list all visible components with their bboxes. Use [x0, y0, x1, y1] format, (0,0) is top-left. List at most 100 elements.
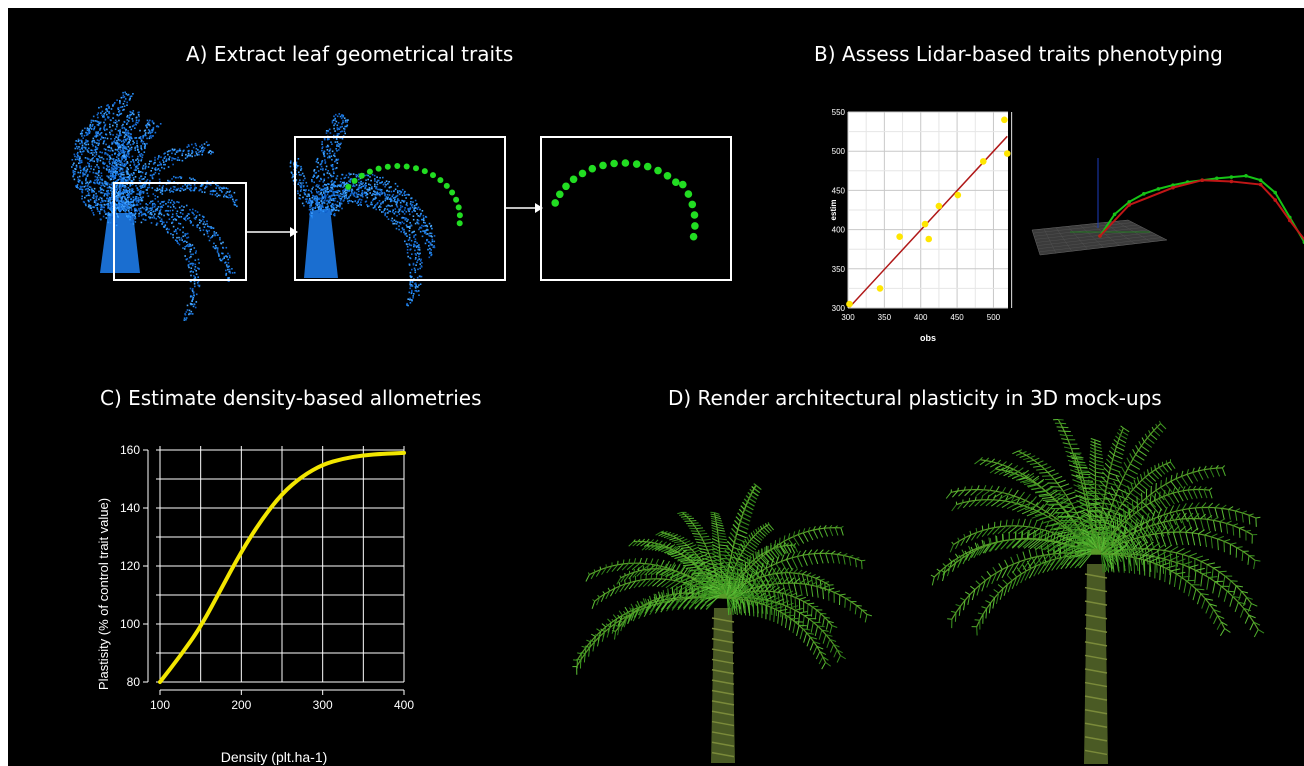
cloud-point: [106, 194, 109, 197]
cloud-point: [191, 151, 194, 153]
leaflet: [814, 625, 819, 637]
cloud-point: [117, 198, 119, 201]
cloud-point: [315, 201, 318, 204]
cloud-point: [337, 184, 339, 187]
cloud-point: [118, 173, 121, 175]
cloud-point: [174, 207, 177, 210]
cloud-point: [415, 264, 417, 266]
cloud-point: [327, 170, 329, 172]
cloud-point: [108, 161, 111, 163]
cloud-point: [190, 248, 192, 251]
cloud-point: [73, 162, 75, 165]
leaflet: [818, 525, 822, 530]
leaf-point: [690, 211, 699, 219]
cloud-point: [208, 239, 211, 242]
cloud-point: [104, 152, 106, 154]
cloud-point: [116, 123, 118, 126]
cloud-point: [395, 227, 398, 230]
cloud-point: [233, 203, 236, 206]
cloud-point: [184, 314, 187, 316]
cloud-point: [347, 176, 350, 179]
panel-b-title: B) Assess Lidar-based traits phenotyping: [814, 42, 1223, 66]
cloud-point: [130, 136, 132, 138]
cloud-point: [430, 232, 433, 235]
cloud-point: [83, 150, 85, 152]
cloud-point: [206, 220, 208, 223]
cloud-point: [309, 204, 311, 207]
cloud-point: [131, 189, 134, 192]
leaflet: [737, 512, 742, 518]
cloud-point: [93, 139, 95, 142]
leaflet: [596, 597, 601, 606]
cloud-point: [420, 258, 422, 261]
cloud-point: [345, 125, 348, 128]
cloud-point: [409, 203, 412, 205]
leaflet: [740, 593, 751, 600]
leaflet: [787, 614, 796, 617]
cloud-point: [202, 150, 204, 153]
cloud-point: [323, 152, 325, 155]
cloud-point: [332, 185, 334, 187]
cloud-point: [75, 185, 77, 187]
cloud-point: [295, 163, 298, 165]
cloud-point: [140, 138, 142, 140]
cloud-point: [208, 183, 210, 186]
cloud-point: [96, 161, 99, 163]
leaflet: [683, 578, 696, 584]
cloud-point: [335, 194, 338, 196]
cloud-point: [411, 231, 413, 234]
cloud-point: [320, 192, 322, 195]
leaflet: [643, 541, 652, 547]
cloud-point: [93, 160, 95, 163]
cloud-point: [150, 160, 153, 163]
cloud-point: [408, 210, 410, 213]
cloud-point: [322, 169, 324, 171]
scatter-point: [979, 158, 987, 165]
cloud-point: [218, 255, 220, 257]
cloud-point: [153, 217, 156, 219]
cloud-point: [189, 270, 192, 273]
cloud-point: [120, 179, 123, 181]
cloud-point: [343, 195, 346, 198]
cloud-point: [190, 313, 192, 315]
cloud-point: [316, 204, 319, 207]
cloud-point: [313, 198, 315, 201]
leaflet: [806, 636, 811, 647]
leaflet: [753, 483, 757, 486]
cloud-point: [124, 189, 126, 192]
cloud-point: [166, 221, 168, 224]
cloud-point: [121, 197, 123, 199]
cloud-point: [327, 188, 329, 190]
cloud-point: [111, 216, 114, 218]
leaflet: [665, 580, 677, 589]
cloud-point: [109, 131, 111, 134]
cloud-point: [107, 199, 110, 201]
leaflet: [715, 521, 723, 525]
cloud-point: [172, 185, 175, 188]
cloud-point: [156, 187, 159, 190]
cloud-point: [166, 227, 168, 230]
leaflet: [611, 618, 616, 624]
leaflet: [711, 522, 717, 525]
cloud-point: [138, 115, 140, 118]
plane-grid-line: [1036, 232, 1153, 246]
leaflet: [773, 586, 781, 593]
cloud-point: [123, 152, 125, 155]
cloud-point: [148, 137, 151, 140]
cloud-point: [218, 254, 220, 256]
palm-3d-mockup-low-density: [572, 483, 873, 763]
cloud-point: [108, 192, 110, 195]
cloud-point: [158, 216, 161, 219]
cloud-point: [115, 223, 118, 225]
cloud-point: [311, 197, 314, 199]
cloud-point: [423, 230, 426, 232]
cloud-point: [412, 297, 414, 299]
cloud-point: [413, 267, 416, 270]
cloud-point: [122, 201, 125, 203]
cloud-point: [99, 176, 101, 179]
cloud-point: [101, 206, 104, 208]
cloud-point: [341, 193, 343, 196]
cloud-point: [231, 195, 233, 198]
cloud-point: [116, 114, 118, 116]
cloud-point: [97, 132, 99, 134]
